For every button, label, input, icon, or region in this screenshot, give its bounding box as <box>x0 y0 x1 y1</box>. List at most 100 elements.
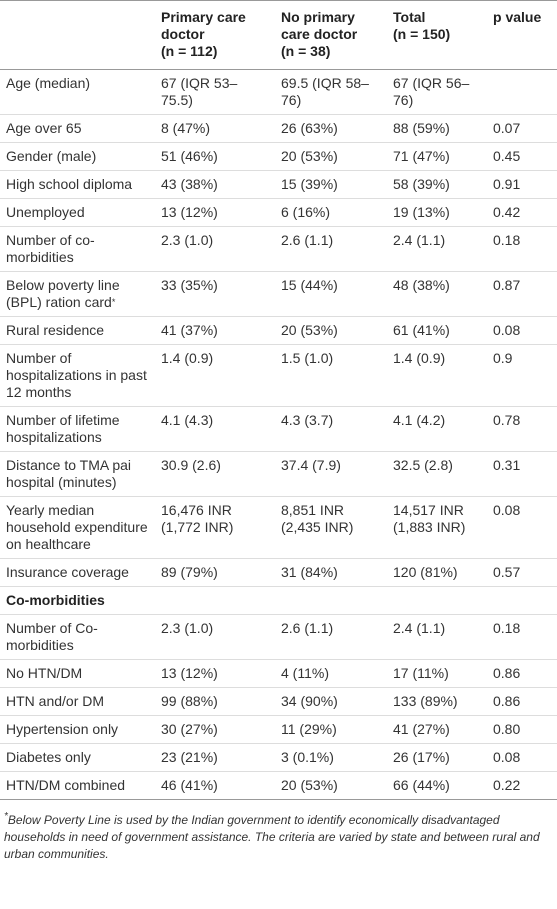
cell-text: 51 (46%) <box>161 148 218 164</box>
cell-text: 32.5 (2.8) <box>393 457 453 473</box>
table-row: Number of hospitalizations in past 12 mo… <box>0 344 557 407</box>
header-row: Primary care doctor (n = 112) No primary c… <box>0 0 557 70</box>
table-row: Hypertension only 30 (27%) 11 (29%) 41 (27%… <box>0 715 557 744</box>
cell-text: HTN and/or DM <box>6 693 105 709</box>
cell-text: Hypertension only <box>6 721 119 737</box>
cell-text: 41 (27%) <box>393 721 450 737</box>
cell: 37.4 (7.9) <box>275 451 387 497</box>
cell: 0.87 <box>487 271 557 317</box>
cell-text: Age (median) <box>6 75 91 91</box>
cell-text: 2.4 (1.1) <box>393 232 446 248</box>
table-row: Age (median) 67 (IQR 53–75.5) 69.5 (IQR 58… <box>0 69 557 115</box>
cell: 2.3 (1.0) <box>155 226 275 272</box>
row-label: Age over 65 <box>0 114 155 143</box>
cell: 133 (89%) <box>387 687 487 716</box>
cell-text: HTN/DM combined <box>6 777 126 793</box>
header-n: (n = 38) <box>281 43 331 59</box>
cell-text: 30.9 (2.6) <box>161 457 221 473</box>
cell-text: 4.1 (4.2) <box>393 412 446 428</box>
cell-text: 1.4 (0.9) <box>161 350 214 366</box>
cell-text: 0.08 <box>493 322 521 338</box>
cell-text: 0.07 <box>493 120 521 136</box>
cell-text: 0.78 <box>493 412 521 428</box>
cell: 33 (35%) <box>155 271 275 317</box>
cell-text: Below poverty line (BPL) ration card <box>6 277 120 310</box>
cell-text: 8 (47%) <box>161 120 211 136</box>
row-label: Number of hospitalizations in past 12 mo… <box>0 344 155 407</box>
cell: 13 (12%) <box>155 198 275 227</box>
cell-text: 67 (IQR 56–76) <box>393 75 470 108</box>
cell: 71 (47%) <box>387 142 487 171</box>
cell: 30 (27%) <box>155 715 275 744</box>
row-label: Yearly median household expenditure on h… <box>0 496 155 559</box>
cell: 67 (IQR 56–76) <box>387 69 487 115</box>
cell-text: 0.31 <box>493 457 521 473</box>
cell-text: 8,851 INR (2,435 INR) <box>281 502 354 535</box>
cell-text: 30 (27%) <box>161 721 218 737</box>
header-label: Primary care doctor <box>161 9 246 42</box>
cell-text: 20 (53%) <box>281 777 338 793</box>
cell-text: 4.3 (3.7) <box>281 412 334 428</box>
cell: 0.22 <box>487 771 557 800</box>
cell-text: 20 (53%) <box>281 148 338 164</box>
cell: 0.80 <box>487 715 557 744</box>
cell-text: Diabetes only <box>6 749 91 765</box>
row-label: Number of co-morbidities <box>0 226 155 272</box>
cell: 8 (47%) <box>155 114 275 143</box>
cell: 2.4 (1.1) <box>387 614 487 660</box>
table-row: Gender (male) 51 (46%) 20 (53%) 71 (47%) 0.4… <box>0 142 557 171</box>
cell-text: 0.91 <box>493 176 521 192</box>
table-row: Insurance coverage 89 (79%) 31 (84%) 120 (8… <box>0 558 557 587</box>
table-row: Below poverty line (BPL) ration card* 33 … <box>0 271 557 317</box>
header-n: (n = 150) <box>393 26 451 42</box>
cell: 16,476 INR (1,772 INR) <box>155 496 275 559</box>
header-label: p value <box>493 9 542 25</box>
cell: 20 (53%) <box>275 316 387 345</box>
cell: 2.6 (1.1) <box>275 226 387 272</box>
cell: 66 (44%) <box>387 771 487 800</box>
table-row: HTN and/or DM 99 (88%) 34 (90%) 133 (89%) 0.… <box>0 687 557 716</box>
cell-text: No HTN/DM <box>6 665 83 681</box>
cell: 34 (90%) <box>275 687 387 716</box>
cell: 2.6 (1.1) <box>275 614 387 660</box>
cell: 0.42 <box>487 198 557 227</box>
cell: 14,517 INR (1,883 INR) <box>387 496 487 559</box>
cell-text: 13 (12%) <box>161 665 218 681</box>
table-row: Unemployed 13 (12%) 6 (16%) 19 (13%) 0.42 <box>0 198 557 227</box>
cell-text: 58 (39%) <box>393 176 450 192</box>
cell-text: 16,476 INR (1,772 INR) <box>161 502 234 535</box>
cell: 32.5 (2.8) <box>387 451 487 497</box>
row-label: High school diploma <box>0 170 155 199</box>
cell-text: 15 (44%) <box>281 277 338 293</box>
cell-text: 1.4 (0.9) <box>393 350 446 366</box>
cell: 0.08 <box>487 496 557 559</box>
row-label: Unemployed <box>0 198 155 227</box>
cell-text: 0.08 <box>493 749 521 765</box>
cell-text: 23 (21%) <box>161 749 218 765</box>
header-n: (n = 112) <box>161 43 218 59</box>
cell: 0.08 <box>487 316 557 345</box>
cell-text: 67 (IQR 53–75.5) <box>161 75 238 108</box>
footnote-text: Below Poverty Line is used by the Indian… <box>4 813 540 861</box>
cell: 0.08 <box>487 743 557 772</box>
row-label: Number of lifetime hospitalizations <box>0 406 155 452</box>
cell: 4.3 (3.7) <box>275 406 387 452</box>
cell-text: Number of hospitalizations in past 12 mo… <box>6 350 147 400</box>
cell: 1.4 (0.9) <box>387 344 487 407</box>
cell-text: Distance to TMA pai hospital (minutes) <box>6 457 132 490</box>
cell-text: 0.18 <box>493 620 521 636</box>
cell: 13 (12%) <box>155 659 275 688</box>
cell: 0.86 <box>487 687 557 716</box>
section-cell: Co-morbidities <box>0 586 557 615</box>
cell: 0.18 <box>487 226 557 272</box>
cell: 0.9 <box>487 344 557 407</box>
cell: 31 (84%) <box>275 558 387 587</box>
cell-text: 3 (0.1%) <box>281 749 334 765</box>
cell-text: 20 (53%) <box>281 322 338 338</box>
cell: 0.78 <box>487 406 557 452</box>
cell-text: 120 (81%) <box>393 564 458 580</box>
cell-text: 66 (44%) <box>393 777 450 793</box>
cell: 23 (21%) <box>155 743 275 772</box>
cell-text: 41 (37%) <box>161 322 218 338</box>
